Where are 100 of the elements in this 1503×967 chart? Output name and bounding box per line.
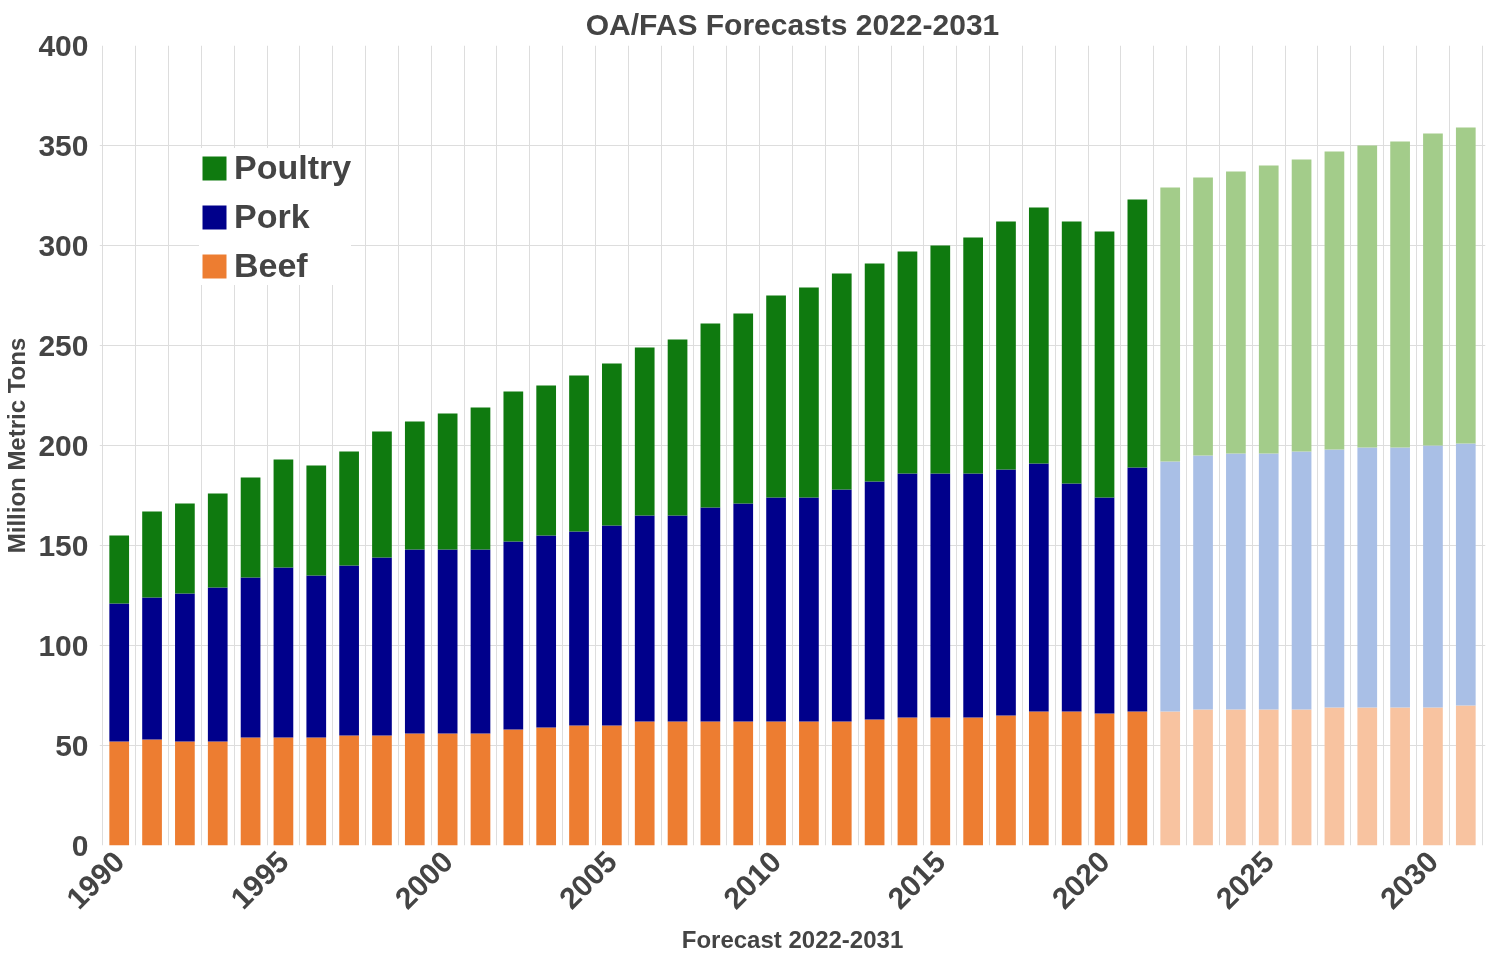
bar [273, 459, 294, 568]
bar [1193, 709, 1213, 846]
bar [1061, 483, 1082, 712]
bar [175, 741, 195, 846]
bar [372, 557, 392, 736]
bar [667, 515, 688, 722]
bar [602, 363, 622, 526]
bar [1324, 449, 1345, 708]
y-tick-label: 150 [38, 528, 89, 562]
bar [207, 493, 228, 588]
y-tick-label: 50 [55, 728, 89, 762]
y-tick-label: 200 [38, 428, 89, 462]
bar [1193, 455, 1213, 710]
bar [404, 733, 425, 846]
bar [1423, 707, 1443, 846]
bar [273, 567, 294, 738]
bar [1324, 151, 1345, 450]
bar [1390, 447, 1410, 708]
bar [1094, 497, 1115, 714]
bar [897, 251, 918, 474]
bar [470, 407, 491, 550]
bar [831, 273, 852, 490]
bar [372, 735, 392, 846]
chart-title: OA/FAS Forecasts 2022-2031 [585, 7, 1000, 41]
bar [930, 717, 951, 846]
bar [240, 477, 261, 578]
bar [536, 385, 557, 536]
bar [569, 725, 589, 846]
bar [1061, 221, 1082, 484]
bar [897, 717, 918, 846]
bar [1455, 127, 1476, 444]
bar [240, 577, 261, 738]
bar [109, 603, 130, 742]
bar [1423, 445, 1443, 708]
bar [996, 221, 1016, 470]
bar [733, 721, 754, 846]
bar [1094, 713, 1115, 846]
bar [1028, 207, 1049, 464]
bar [1028, 711, 1049, 846]
bar [207, 587, 228, 742]
bar [1455, 705, 1476, 846]
bar [1127, 467, 1148, 712]
bar [864, 481, 885, 720]
bar [142, 739, 162, 846]
bar [142, 597, 162, 740]
bar [1028, 463, 1049, 712]
bar [963, 717, 983, 846]
bar [1226, 709, 1246, 846]
bar [1423, 133, 1443, 446]
bar [437, 733, 458, 846]
bar [602, 525, 622, 726]
bar [273, 737, 294, 846]
bar [799, 287, 819, 498]
bar [963, 237, 983, 474]
bar [1357, 447, 1378, 708]
bar [339, 451, 359, 566]
bar [1160, 461, 1181, 712]
bar [930, 245, 951, 474]
bar [667, 721, 688, 846]
bar [864, 263, 885, 482]
bar [470, 549, 491, 734]
bar [1291, 159, 1312, 452]
bar [569, 531, 589, 726]
bar [175, 503, 195, 594]
bar [700, 323, 721, 508]
bar [109, 741, 130, 846]
bar [1160, 711, 1181, 846]
bar [1390, 707, 1410, 846]
bar [1357, 145, 1378, 448]
y-tick-label: 250 [38, 328, 89, 362]
bar [339, 565, 359, 736]
bar [634, 515, 655, 722]
bar [996, 469, 1016, 716]
bar [799, 721, 819, 846]
bar [700, 507, 721, 722]
bar [470, 733, 491, 846]
bar [1094, 231, 1115, 498]
legend-label: Beef [234, 246, 308, 285]
bar [306, 737, 327, 846]
bar [831, 721, 852, 846]
bar [503, 729, 524, 846]
bar [175, 593, 195, 742]
bar [733, 313, 754, 504]
bar [536, 535, 557, 728]
bar [569, 375, 589, 532]
bar [1127, 711, 1148, 846]
bar [1061, 711, 1082, 846]
y-tick-label: 100 [38, 628, 89, 662]
bar [1291, 451, 1312, 710]
bar [503, 541, 524, 730]
bar [207, 741, 228, 846]
bar [634, 347, 655, 516]
bar [766, 721, 786, 846]
bar [864, 719, 885, 846]
bar [1160, 187, 1181, 462]
y-tick-label: 350 [38, 128, 89, 162]
bar [831, 489, 852, 722]
bar [437, 413, 458, 550]
bar [1258, 453, 1279, 710]
bar [602, 725, 622, 846]
